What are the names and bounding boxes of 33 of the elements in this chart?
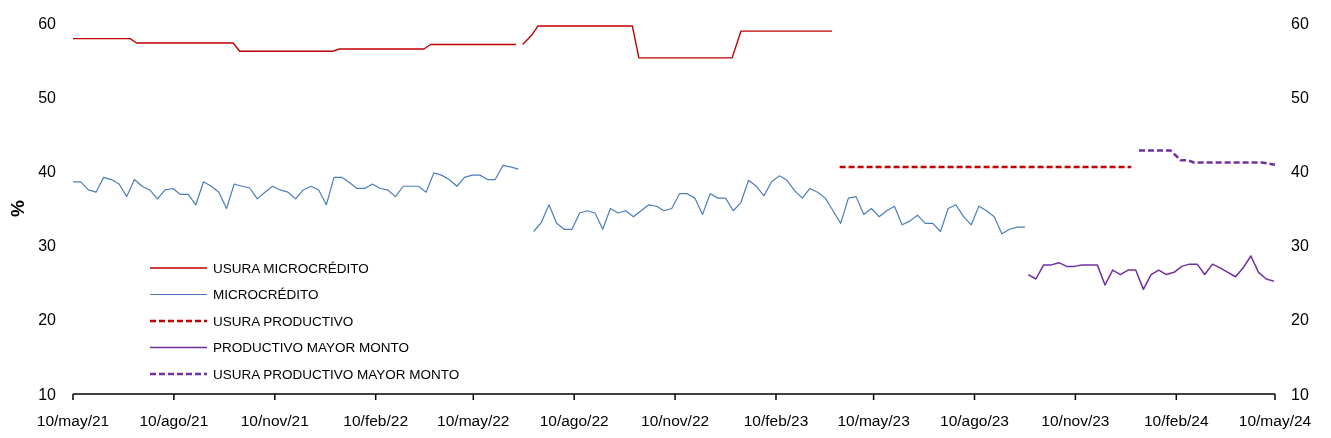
x-tick-label: 10/may/22 bbox=[437, 412, 510, 429]
x-tick-label: 10/may/24 bbox=[1238, 412, 1312, 429]
legend-label: USURA PRODUCTIVO bbox=[213, 313, 354, 329]
x-tick-label: 10/ago/21 bbox=[139, 412, 209, 429]
x-tick-label: 10/nov/22 bbox=[641, 412, 710, 429]
x-tick-label: 10/may/21 bbox=[36, 412, 110, 429]
x-tick-label: 10/feb/22 bbox=[343, 412, 409, 429]
legend-label: USURA MICROCRÉDITO bbox=[213, 260, 369, 276]
legend-label: MICROCRÉDITO bbox=[213, 287, 319, 303]
line-series bbox=[1027, 255, 1275, 291]
y-tick-label: 20 bbox=[38, 311, 57, 329]
y2-tick-label: 10 bbox=[1291, 385, 1309, 403]
y-tick-label: 40 bbox=[38, 163, 57, 180]
legend-label: PRODUCTIVO MAYOR MONTO bbox=[213, 340, 410, 356]
y2-tick-label: 40 bbox=[1291, 163, 1309, 180]
y-axis-title: % bbox=[7, 199, 28, 217]
y2-tick-label: 60 bbox=[1291, 14, 1309, 32]
y-tick-label: 60 bbox=[38, 14, 57, 32]
x-tick-label: 10/ago/23 bbox=[940, 412, 1009, 429]
x-tick-label: 10/may/23 bbox=[837, 412, 910, 429]
y2-tick-label: 50 bbox=[1291, 88, 1309, 106]
y-tick-label: 10 bbox=[38, 385, 57, 403]
x-tick-label: 10/nov/21 bbox=[240, 412, 309, 429]
x-tick-label: 10/feb/24 bbox=[1143, 412, 1209, 429]
x-tick-label: 10/ago/22 bbox=[539, 412, 609, 429]
line-series bbox=[1137, 149, 1277, 166]
x-tick-label: 10/feb/23 bbox=[743, 412, 809, 429]
x-tick-label: 10/nov/23 bbox=[1041, 412, 1110, 429]
y2-tick-label: 30 bbox=[1291, 237, 1309, 255]
y2-tick-label: 20 bbox=[1291, 311, 1309, 329]
y-tick-label: 50 bbox=[38, 88, 57, 106]
y-tick-label: 30 bbox=[38, 237, 57, 255]
legend-label: USURA PRODUCTIVO MAYOR MONTO bbox=[213, 366, 460, 382]
